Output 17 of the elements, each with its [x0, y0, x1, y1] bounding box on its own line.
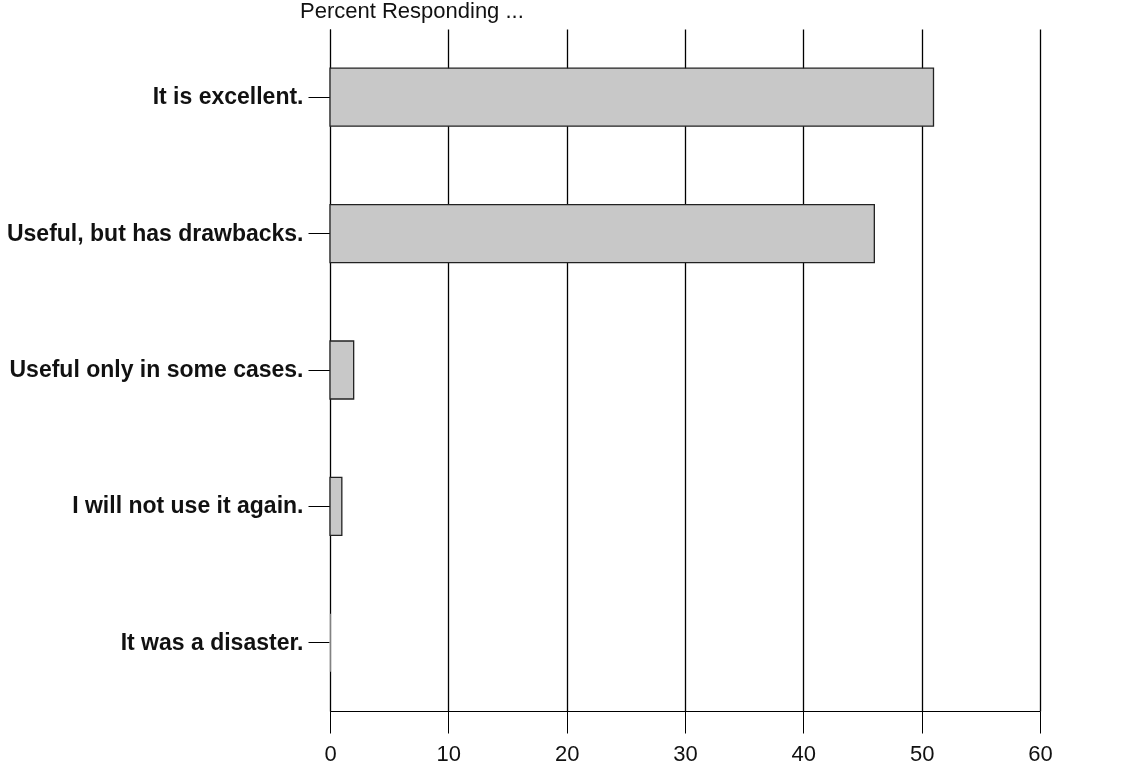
y-tick-label: It was a disaster. — [120, 628, 304, 655]
chart-title: Percent Responding ... — [300, 0, 524, 23]
y-tick-label: Useful, but has drawbacks. — [6, 219, 304, 246]
bar — [329, 67, 935, 127]
y-tick-label: I will not use it again. — [72, 492, 304, 519]
y-tick-label: Useful only in some cases. — [9, 356, 304, 382]
x-tick-label: 60 — [1028, 740, 1053, 761]
x-tick-label: 30 — [673, 740, 698, 761]
bar — [329, 340, 355, 400]
x-tick-label: 20 — [554, 740, 580, 761]
bar — [329, 476, 343, 537]
x-tick-label: 50 — [909, 740, 935, 761]
x-tick-label: 0 — [324, 740, 337, 761]
y-tick-label: It is excellent. — [152, 83, 304, 110]
x-tick-label: 10 — [436, 740, 462, 761]
bar — [329, 203, 875, 264]
x-tick-label: 40 — [791, 740, 817, 761]
